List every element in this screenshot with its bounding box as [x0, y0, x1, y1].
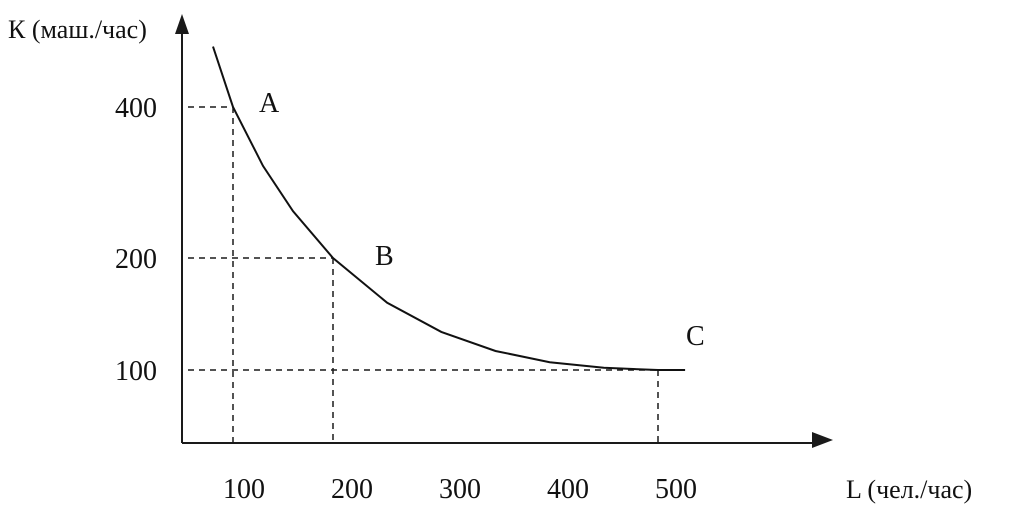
y-axis-label: К (маш./час) [8, 15, 147, 44]
x-axis-label: L (чел./час) [846, 475, 972, 504]
point-label-a: A [259, 88, 280, 119]
y-tick-200: 200 [115, 244, 157, 275]
x-tick-500: 500 [655, 474, 697, 505]
x-tick-200: 200 [331, 474, 373, 505]
point-label-b: B [375, 241, 394, 272]
dashed-guides [188, 106, 659, 443]
y-tick-labels: 400 200 100 [115, 93, 157, 387]
x-tick-labels: 100 200 300 400 500 [223, 474, 697, 505]
point-label-c: C [686, 321, 705, 352]
isoquant-curve [212, 46, 686, 371]
x-tick-100: 100 [223, 474, 265, 505]
x-tick-400: 400 [547, 474, 589, 505]
y-tick-400: 400 [115, 93, 157, 124]
y-tick-100: 100 [115, 356, 157, 387]
y-axis-arrowhead [175, 14, 189, 34]
point-labels: A B C [259, 88, 705, 352]
x-tick-300: 300 [439, 474, 481, 505]
x-axis-arrowhead [812, 432, 833, 448]
